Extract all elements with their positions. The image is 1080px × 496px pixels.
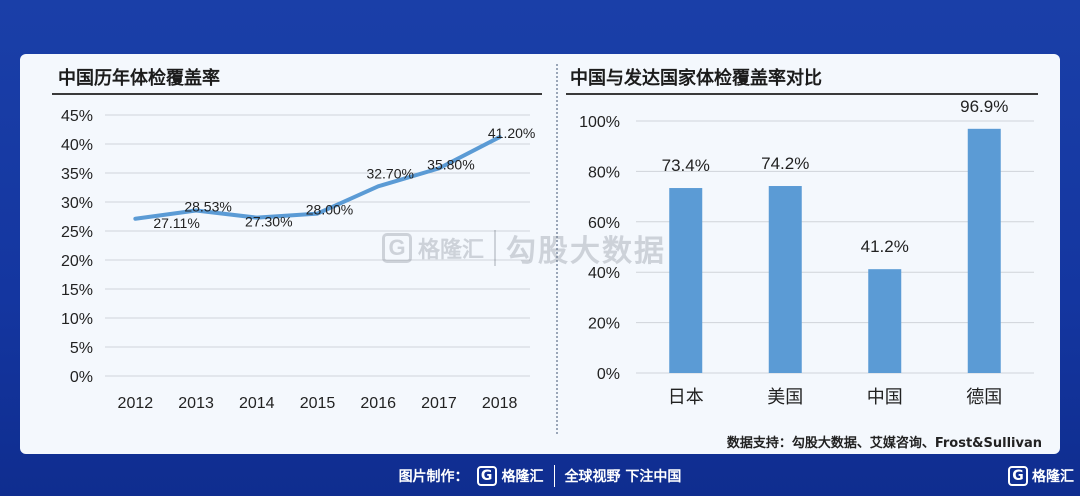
- x-tick-label: 2013: [178, 395, 214, 412]
- footer-label: 图片制作：: [398, 469, 469, 485]
- x-tick-label: 中国: [867, 387, 903, 408]
- y-tick-label: 20%: [61, 253, 93, 270]
- bar-chart-title-underline: [566, 93, 1038, 95]
- series-line: [133, 135, 502, 221]
- corner-brand-text: 格隆汇: [1032, 469, 1074, 485]
- y-tick-label: 100%: [579, 114, 620, 131]
- y-tick-label: 25%: [61, 224, 93, 241]
- line-chart-title: 中国历年体检覆盖率: [58, 68, 220, 89]
- data-label: 27.30%: [245, 214, 292, 230]
- y-tick-label: 60%: [588, 215, 620, 232]
- data-label: 35.80%: [427, 156, 474, 172]
- y-tick-label: 45%: [61, 108, 93, 125]
- line-chart-title-underline: [52, 93, 542, 95]
- data-label: 32.70%: [366, 165, 413, 181]
- footer-logo-icon: G: [476, 466, 497, 486]
- y-tick-label: 35%: [61, 166, 93, 183]
- x-tick-label: 美国: [767, 387, 803, 408]
- bar: [768, 186, 802, 373]
- bar-chart-title: 中国与发达国家体检覆盖率对比: [570, 68, 822, 89]
- y-tick-label: 15%: [61, 282, 93, 299]
- footer-slogan: 全球视野 下注中国: [564, 469, 682, 485]
- data-label: 74.2%: [761, 154, 809, 173]
- y-tick-label: 10%: [61, 311, 93, 328]
- data-label: 73.4%: [662, 156, 710, 175]
- y-tick-label: 5%: [70, 340, 93, 357]
- data-label: 28.53%: [184, 199, 231, 215]
- y-tick-label: 20%: [588, 316, 620, 333]
- data-label: 28.00%: [306, 202, 353, 218]
- data-label: 41.2%: [861, 237, 909, 256]
- footer-separator: [553, 465, 555, 487]
- bar: [868, 269, 902, 373]
- x-tick-label: 2012: [118, 395, 154, 412]
- x-tick-label: 2017: [421, 395, 457, 412]
- y-tick-label: 80%: [588, 164, 620, 181]
- bar: [967, 128, 1001, 373]
- bar: [669, 188, 703, 373]
- x-tick-label: 日本: [668, 387, 704, 408]
- corner-brand: G 格隆汇: [1008, 466, 1074, 486]
- y-tick-label: 40%: [588, 265, 620, 282]
- x-tick-label: 2016: [360, 395, 396, 412]
- footer: 图片制作： G 格隆汇 全球视野 下注中国: [0, 460, 1080, 492]
- y-tick-label: 0%: [70, 369, 93, 386]
- data-label: 27.11%: [153, 215, 199, 231]
- x-tick-label: 2014: [239, 395, 275, 412]
- footer-brand: 格隆汇: [501, 469, 544, 485]
- data-label: 41.20%: [488, 125, 535, 141]
- source-note: 数据支持：勾股大数据、艾媒咨询、Frost&Sullivan: [726, 436, 1042, 451]
- panel-divider: [556, 64, 558, 434]
- x-tick-label: 2015: [300, 395, 336, 412]
- y-tick-label: 30%: [61, 195, 93, 212]
- corner-logo-icon: G: [1008, 466, 1028, 486]
- data-label: 96.9%: [960, 97, 1008, 116]
- y-tick-label: 0%: [597, 366, 620, 383]
- x-tick-label: 2018: [482, 395, 518, 412]
- y-tick-label: 40%: [61, 137, 93, 154]
- x-tick-label: 德国: [966, 387, 1002, 408]
